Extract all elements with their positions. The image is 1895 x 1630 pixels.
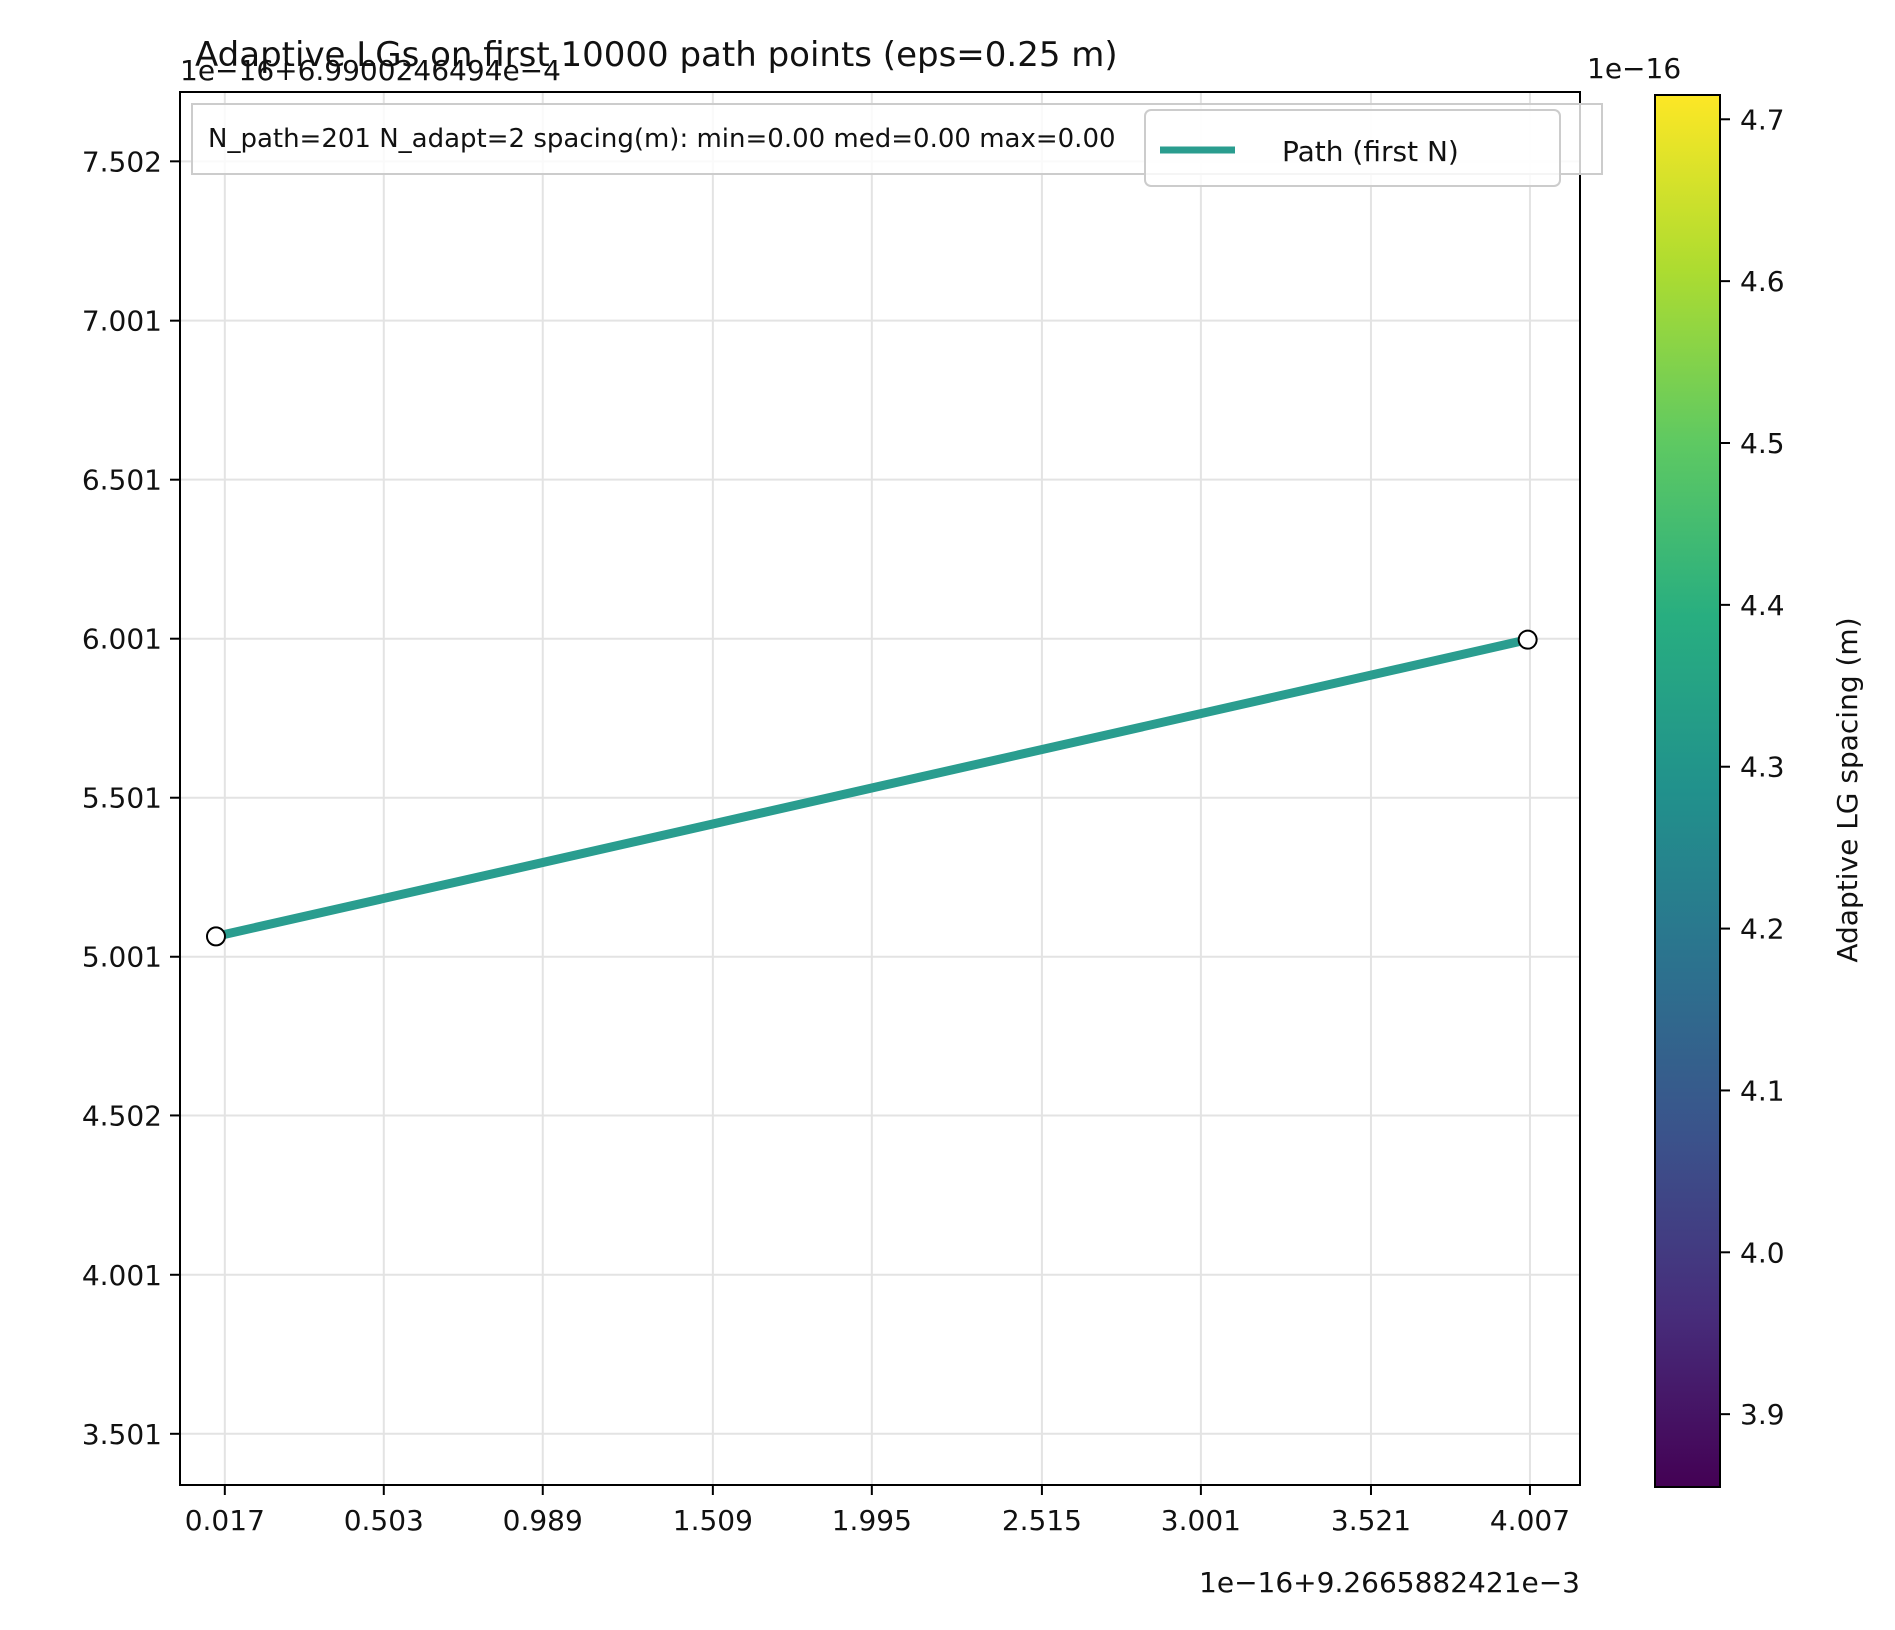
x-tick-label: 0.989	[503, 1504, 583, 1537]
legend-label: Path (first N)	[1282, 135, 1459, 168]
y-tick-label: 4.001	[82, 1259, 162, 1292]
x-tick-label: 3.521	[1331, 1504, 1411, 1537]
y-tick-label: 4.502	[82, 1099, 162, 1132]
colorbar-label: Adaptive LG spacing (m)	[1831, 617, 1864, 962]
x-tick-label: 0.017	[185, 1504, 265, 1537]
x-tick-label: 4.007	[1490, 1504, 1570, 1537]
x-offset-label: 1e−16+9.2665882421e−3	[1199, 1566, 1580, 1599]
y-tick-label: 6.001	[82, 623, 162, 656]
colorbar-offset-label: 1e−16	[1587, 52, 1681, 85]
colorbar-tick-label: 4.7	[1740, 103, 1785, 136]
path-point-marker	[1519, 631, 1537, 649]
colorbar	[1655, 95, 1720, 1487]
colorbar-tick-label: 4.3	[1740, 751, 1785, 784]
info-text: N_path=201 N_adapt=2 spacing(m): min=0.0…	[208, 124, 1116, 154]
x-tick-label: 3.001	[1161, 1504, 1241, 1537]
x-tick-label: 2.515	[1002, 1504, 1082, 1537]
colorbar-tick-label: 4.5	[1740, 427, 1785, 460]
colorbar-tick-label: 4.2	[1740, 913, 1785, 946]
y-tick-label: 6.501	[82, 464, 162, 497]
x-axis: 0.017 0.503 0.989 1.509 1.995 2.515 3.001 3.521…	[185, 1485, 1570, 1537]
colorbar-tick-label: 3.9	[1740, 1398, 1785, 1431]
y-tick-label: 5.001	[82, 941, 162, 974]
x-tick-label: 1.509	[673, 1504, 753, 1537]
y-tick-label: 5.501	[82, 782, 162, 815]
colorbar-tick-label: 4.4	[1740, 589, 1785, 622]
y-tick-label: 3.501	[82, 1418, 162, 1451]
path-point-marker	[207, 927, 225, 945]
y-tick-label: 7.001	[82, 305, 162, 338]
colorbar-axis: 4.7 4.6 4.5 4.4 4.3 4.2 4.1 4.0 3.9	[1720, 103, 1785, 1431]
x-tick-label: 1.995	[832, 1504, 912, 1537]
colorbar-tick-label: 4.0	[1740, 1236, 1785, 1269]
y-offset-label: 1e−16+6.9900246494e−4	[180, 54, 561, 87]
y-axis: 7.502 7.001 6.501 6.001 5.501 5.001 4.502 4.001…	[82, 145, 180, 1450]
colorbar-tick-label: 4.6	[1740, 265, 1785, 298]
x-tick-label: 0.503	[344, 1504, 424, 1537]
y-tick-label: 7.502	[82, 145, 162, 178]
colorbar-tick-label: 4.1	[1740, 1074, 1785, 1107]
